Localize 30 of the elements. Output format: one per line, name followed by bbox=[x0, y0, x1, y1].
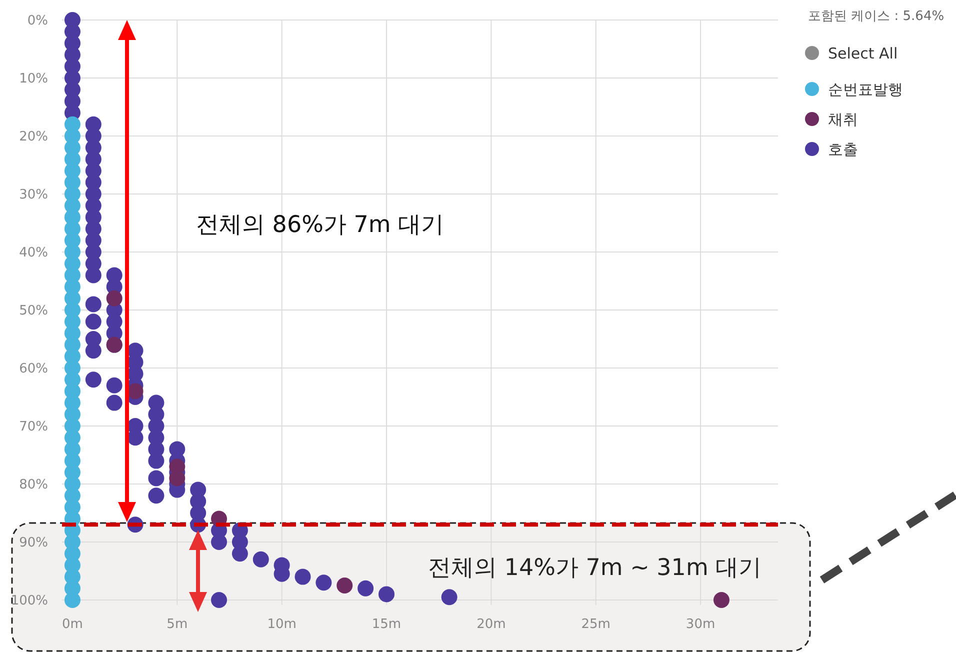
y-tick-label: 10% bbox=[19, 72, 48, 86]
point bbox=[336, 578, 353, 594]
y-tick-label: 80% bbox=[19, 478, 48, 492]
point bbox=[127, 383, 144, 400]
x-tick-label: 5m bbox=[166, 617, 188, 632]
point bbox=[713, 592, 730, 608]
annotation: 전체의 86%가 7m 대기 bbox=[196, 212, 444, 238]
x-tick-label: 0m bbox=[62, 617, 83, 632]
x-tick-label: 20m bbox=[476, 617, 506, 632]
y-tick-label: 60% bbox=[19, 362, 48, 376]
x-tick-label: 15m bbox=[372, 617, 402, 632]
text: Select All bbox=[828, 44, 898, 62]
y-tick-label: 70% bbox=[19, 420, 48, 434]
y-tick-label: 40% bbox=[19, 246, 48, 260]
y-tick-label: 50% bbox=[19, 304, 48, 318]
y-tick-label: 90% bbox=[19, 536, 48, 550]
y-tick-label: 20% bbox=[19, 130, 48, 144]
annotation: 전체의 14%가 7m ~ 31m 대기 bbox=[428, 555, 762, 581]
x-tick-label: 10m bbox=[267, 617, 296, 632]
x-tick-label: 25m bbox=[581, 617, 610, 632]
legend-label: 호출 bbox=[828, 140, 858, 158]
point bbox=[64, 592, 80, 608]
y-tick-label: 0% bbox=[27, 14, 48, 28]
x-tick-label: 30m bbox=[686, 617, 716, 632]
point bbox=[106, 290, 122, 306]
legend-label: 순번표발행 bbox=[828, 80, 903, 98]
y-tick-label: 30% bbox=[19, 188, 48, 202]
legend-title: 포함된 케이스 : 5.64% bbox=[808, 9, 944, 24]
legend-label: 채취 bbox=[828, 110, 858, 128]
y-tick-label: 100% bbox=[10, 594, 48, 608]
